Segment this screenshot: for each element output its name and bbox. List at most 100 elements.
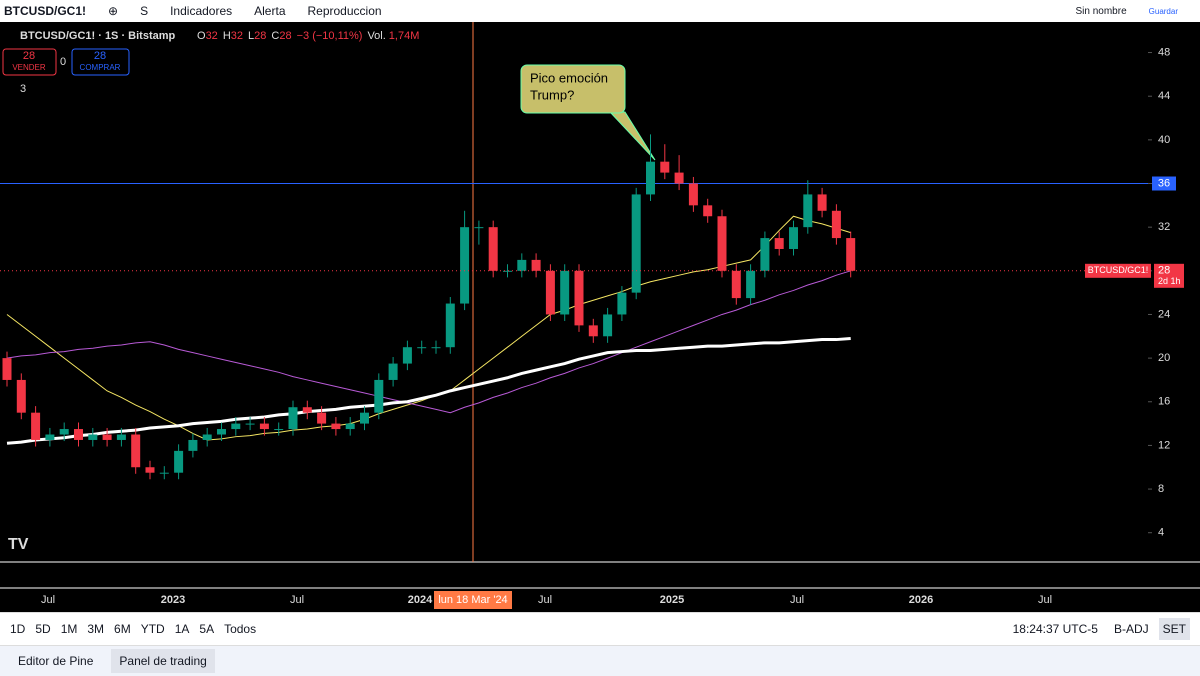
candle-body [159,472,169,474]
candle-body [16,379,26,413]
candle-body [288,407,298,430]
x-tick-label: Jul [790,594,804,606]
candle-body [31,412,41,440]
x-tick-label: 2026 [909,594,933,606]
range-button[interactable]: 1D [10,622,26,636]
logo: TV [8,536,29,553]
candle-body [331,423,341,430]
candle-body [531,259,541,271]
interval[interactable]: S [140,4,149,18]
x-tick-label: 2023 [161,594,185,606]
legend-value: 32 [231,30,243,42]
range-button[interactable]: 5A [199,622,215,636]
candle-body [746,270,756,299]
tabs: Editor de Pine Panel de trading [0,645,1200,676]
y-tick-label: 8 [1158,483,1164,495]
candle-body [45,434,55,440]
crosshair-label: lun 18 Mar '24 [438,594,507,606]
price-tag [1154,263,1184,288]
price-tag-symbol: BTCUSD/GC1! [1088,265,1149,275]
range-button[interactable]: 1A [174,622,190,636]
time: 18:24:37 UTC-5 [1012,622,1098,636]
indicators[interactable]: Indicadores [170,4,233,18]
candle-body [102,434,112,440]
save[interactable]: Guardar [1148,6,1178,16]
y-tick-label: 44 [1158,90,1170,102]
candle-body [445,303,455,348]
candle-body [774,238,784,249]
moving-average [6,270,851,414]
candle-body [631,194,641,293]
y-tick-label: 12 [1158,439,1170,451]
legend-values: O32 H32 L28 C28 −3 (−10,11%) Vol. 1,74M [197,30,419,42]
price-tag [1085,263,1151,278]
candle-body [202,434,212,440]
candle-body [503,270,512,272]
candle-body [560,270,570,315]
x-tick-label: Jul [290,594,304,606]
volume-label: Vol. [367,30,385,42]
candle-body [245,423,255,425]
layout-name[interactable]: Sin nombre [1075,5,1127,17]
candle-body [817,194,827,211]
adjust[interactable]: B-ADJ [1113,622,1149,636]
candle-body [674,172,684,184]
range-button[interactable]: 5D [35,622,51,636]
candle-body [174,450,184,473]
candle-body [846,238,856,271]
range-button[interactable]: Todos [224,622,257,636]
buy-button[interactable] [71,48,130,76]
candle-body [803,194,813,228]
candle-body [545,270,555,315]
replay[interactable]: Reproduccion [307,4,382,18]
buy-price: 28 [94,50,106,62]
volume: 1,74M [389,30,420,42]
callout-line: Pico emoción [530,70,608,85]
candle-body [217,429,226,435]
indicator-count[interactable]: 3 [20,83,26,95]
candle-body [731,270,741,299]
x-tick-label: Jul [538,594,552,606]
legend-value: 28 [279,30,291,42]
range-button[interactable]: 3M [87,622,105,636]
candle-body [145,467,155,473]
hline-tag [1152,176,1176,191]
range-button[interactable]: YTD [140,622,165,636]
candle-body [417,347,427,349]
candle-body [360,412,369,424]
candle-body [188,439,198,451]
x-tick-label: 2024 [408,594,433,606]
alert[interactable]: Alerta [254,4,286,18]
callout-line: Trump? [530,87,574,102]
spread: 0 [60,56,66,68]
candle-body [688,183,698,206]
y-tick-label: 16 [1158,396,1170,408]
candle-body [717,216,727,271]
x-tick-label: Jul [1038,594,1052,606]
candle-body [789,227,798,249]
symbol[interactable]: BTCUSD/GC1! [4,4,87,18]
tab[interactable]: Editor de Pine [18,654,94,668]
candle-body [74,429,83,440]
hline-label: 36 [1158,177,1170,189]
y-tick-label: 24 [1158,308,1170,320]
tab[interactable]: Panel de trading [111,649,215,673]
y-tick-label: 48 [1158,46,1170,58]
y-tick-label: 20 [1158,352,1170,364]
range-button[interactable]: 1M [60,622,78,636]
x-tick-label: 2025 [660,594,684,606]
callout-pointer [608,111,656,161]
sell-button[interactable] [2,48,57,76]
candle-body [831,210,841,239]
candle-body [59,429,69,435]
x-tick-label: Jul [41,594,55,606]
legend-value: 32 [206,30,218,42]
session[interactable]: SET [1158,618,1190,640]
candle-body [588,325,598,337]
add[interactable]: ⊕ [108,4,119,18]
range-button[interactable]: 6M [114,622,131,636]
candle-body [574,270,584,326]
candle-body [474,227,484,229]
price-tag-value: 28 [1158,265,1170,277]
